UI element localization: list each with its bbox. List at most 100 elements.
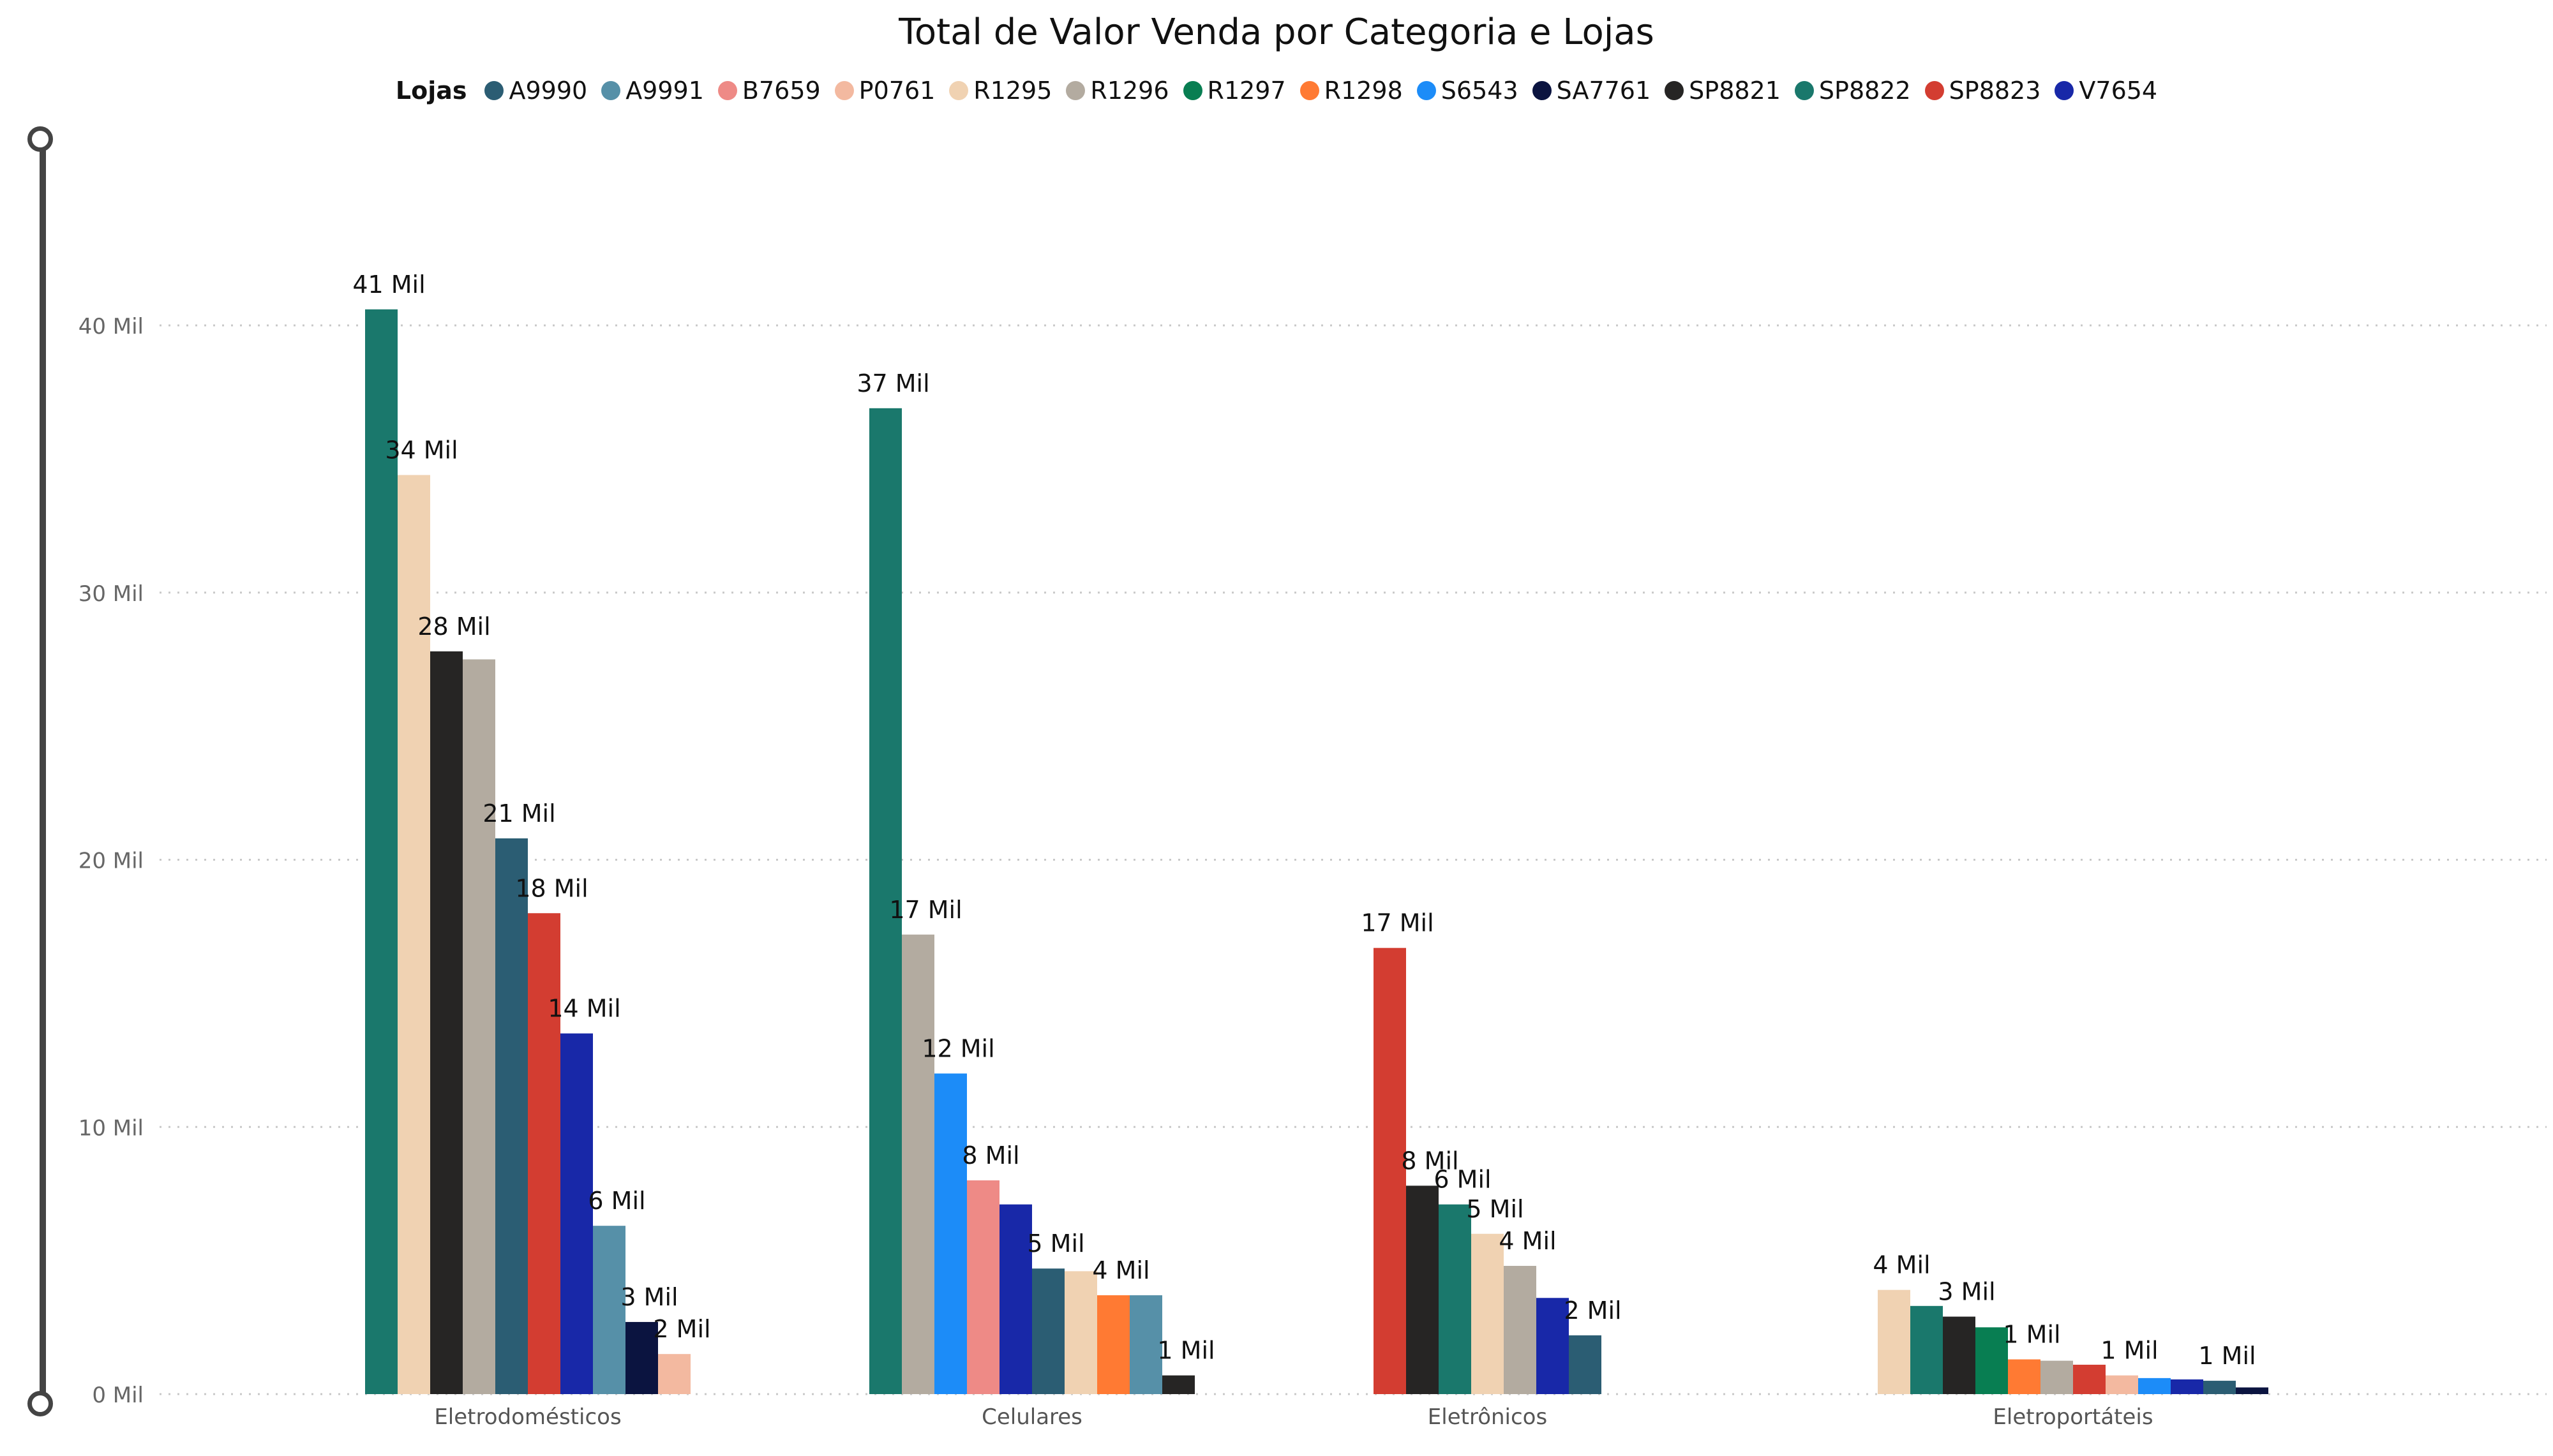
legend-item-s6543[interactable]: S6543 [1416,77,1518,105]
data-label: 3 Mil [1938,1278,1995,1306]
bar [2138,1378,2171,1394]
data-label: 41 Mil [352,271,425,299]
legend-label: B7659 [742,77,821,105]
x-category-label: Eletroportáteis [1993,1404,2153,1430]
legend-item-r1296[interactable]: R1296 [1066,77,1169,105]
bar [463,659,495,1394]
legend-marker [949,81,969,100]
slider-bottom-handle[interactable] [27,1391,53,1416]
legend-item-a9990[interactable]: A9990 [484,77,587,105]
bar [2203,1381,2236,1394]
bar [2106,1375,2138,1394]
bar [1878,1289,1910,1394]
legend-item-sa7761[interactable]: SA7761 [1532,77,1651,105]
y-tick-label: 40 Mil [79,314,144,339]
bar [365,309,398,1394]
legend-marker [484,81,504,100]
data-label: 17 Mil [1361,909,1434,937]
legend-marker [601,81,621,100]
legend-label: A9991 [625,77,704,105]
y-tick-label: 10 Mil [79,1115,144,1141]
legend-marker [717,81,737,100]
legend-items: A9990 A9991 B7659 P0761 R1295 R1296 R1297 R1298… [484,77,2157,105]
bar [934,1073,967,1394]
bar [1439,1204,1471,1394]
bar [1943,1316,1975,1394]
data-label: 12 Mil [922,1035,994,1063]
legend-label: V7654 [2079,77,2158,105]
data-label: 8 Mil [962,1141,1019,1170]
legend-label: R1297 [1207,77,1286,105]
data-label: 1 Mil [2198,1342,2256,1370]
bar [560,1033,593,1394]
data-label: 1 Mil [1157,1337,1215,1365]
data-label: 5 Mil [1027,1229,1084,1258]
bar [2171,1379,2203,1394]
bar [869,408,902,1394]
bar [495,838,528,1394]
data-label: 4 Mil [1873,1251,1930,1279]
legend-marker [1066,81,1086,100]
slider-track[interactable] [40,139,46,1405]
legend-marker [1299,81,1319,100]
legend-item-r1297[interactable]: R1297 [1183,77,1286,105]
legend-item-sp8822[interactable]: SP8822 [1794,77,1911,105]
y-axis-zoom-slider[interactable] [24,121,60,1423]
data-label: 14 Mil [548,995,620,1023]
bar [593,1226,625,1394]
bar [1065,1271,1097,1394]
legend-item-sp8821[interactable]: SP8821 [1665,77,1781,105]
bar [1536,1298,1569,1394]
bar [1097,1295,1130,1394]
bar [658,1354,691,1394]
y-tick-label: 20 Mil [79,849,144,874]
slider-top-handle[interactable] [27,126,53,152]
data-label: 3 Mil [620,1283,678,1311]
x-category-label: Eletrodomésticos [434,1404,621,1430]
legend-label: SP8822 [1818,77,1911,105]
legend-item-r1295[interactable]: R1295 [949,77,1052,105]
legend-marker [1794,81,1814,100]
legend-item-v7654[interactable]: V7654 [2055,77,2157,105]
legend-item-p0761[interactable]: P0761 [834,77,936,105]
legend-marker [1532,81,1552,100]
bar [398,475,430,1394]
data-label: 1 Mil [2100,1337,2158,1365]
bar [2008,1359,2040,1394]
bar [1504,1266,1536,1394]
data-label: 2 Mil [653,1315,710,1343]
data-label: 4 Mil [1092,1256,1149,1284]
legend-item-sp8823[interactable]: SP8823 [1924,77,2041,105]
legend: Lojas A9990 A9991 B7659 P0761 R1295 R1296 R129… [0,77,2553,105]
bar [1975,1327,2008,1394]
legend-marker [1924,81,1944,100]
bar [430,651,463,1394]
legend-label: A9990 [509,77,588,105]
data-label: 21 Mil [483,799,555,828]
data-label: 1 Mil [2003,1321,2060,1349]
legend-marker [1665,81,1684,100]
data-label: 28 Mil [417,613,490,641]
data-label: 5 Mil [1466,1195,1524,1223]
bar [1130,1295,1162,1394]
legend-marker [2055,81,2074,100]
bar [528,913,560,1394]
data-label: 2 Mil [1564,1296,1621,1325]
chart-title: Total de Valor Venda por Categoria e Loj… [899,11,1654,53]
bar [967,1180,999,1394]
bar [2073,1364,2106,1394]
legend-item-r1298[interactable]: R1298 [1299,77,1403,105]
legend-marker [834,81,854,100]
y-tick-label: 0 Mil [92,1383,144,1408]
legend-label: SP8823 [1949,77,2041,105]
legend-label: SP8821 [1689,77,1781,105]
legend-item-a9991[interactable]: A9991 [601,77,704,105]
bar [902,934,934,1394]
legend-label: P0761 [858,77,936,105]
data-label: 37 Mil [857,369,929,397]
legend-title: Lojas [395,77,467,105]
bar [999,1204,1032,1394]
legend-item-b7659[interactable]: B7659 [717,77,821,105]
bar [1910,1305,1943,1394]
x-category-label: Eletrônicos [1428,1404,1547,1430]
